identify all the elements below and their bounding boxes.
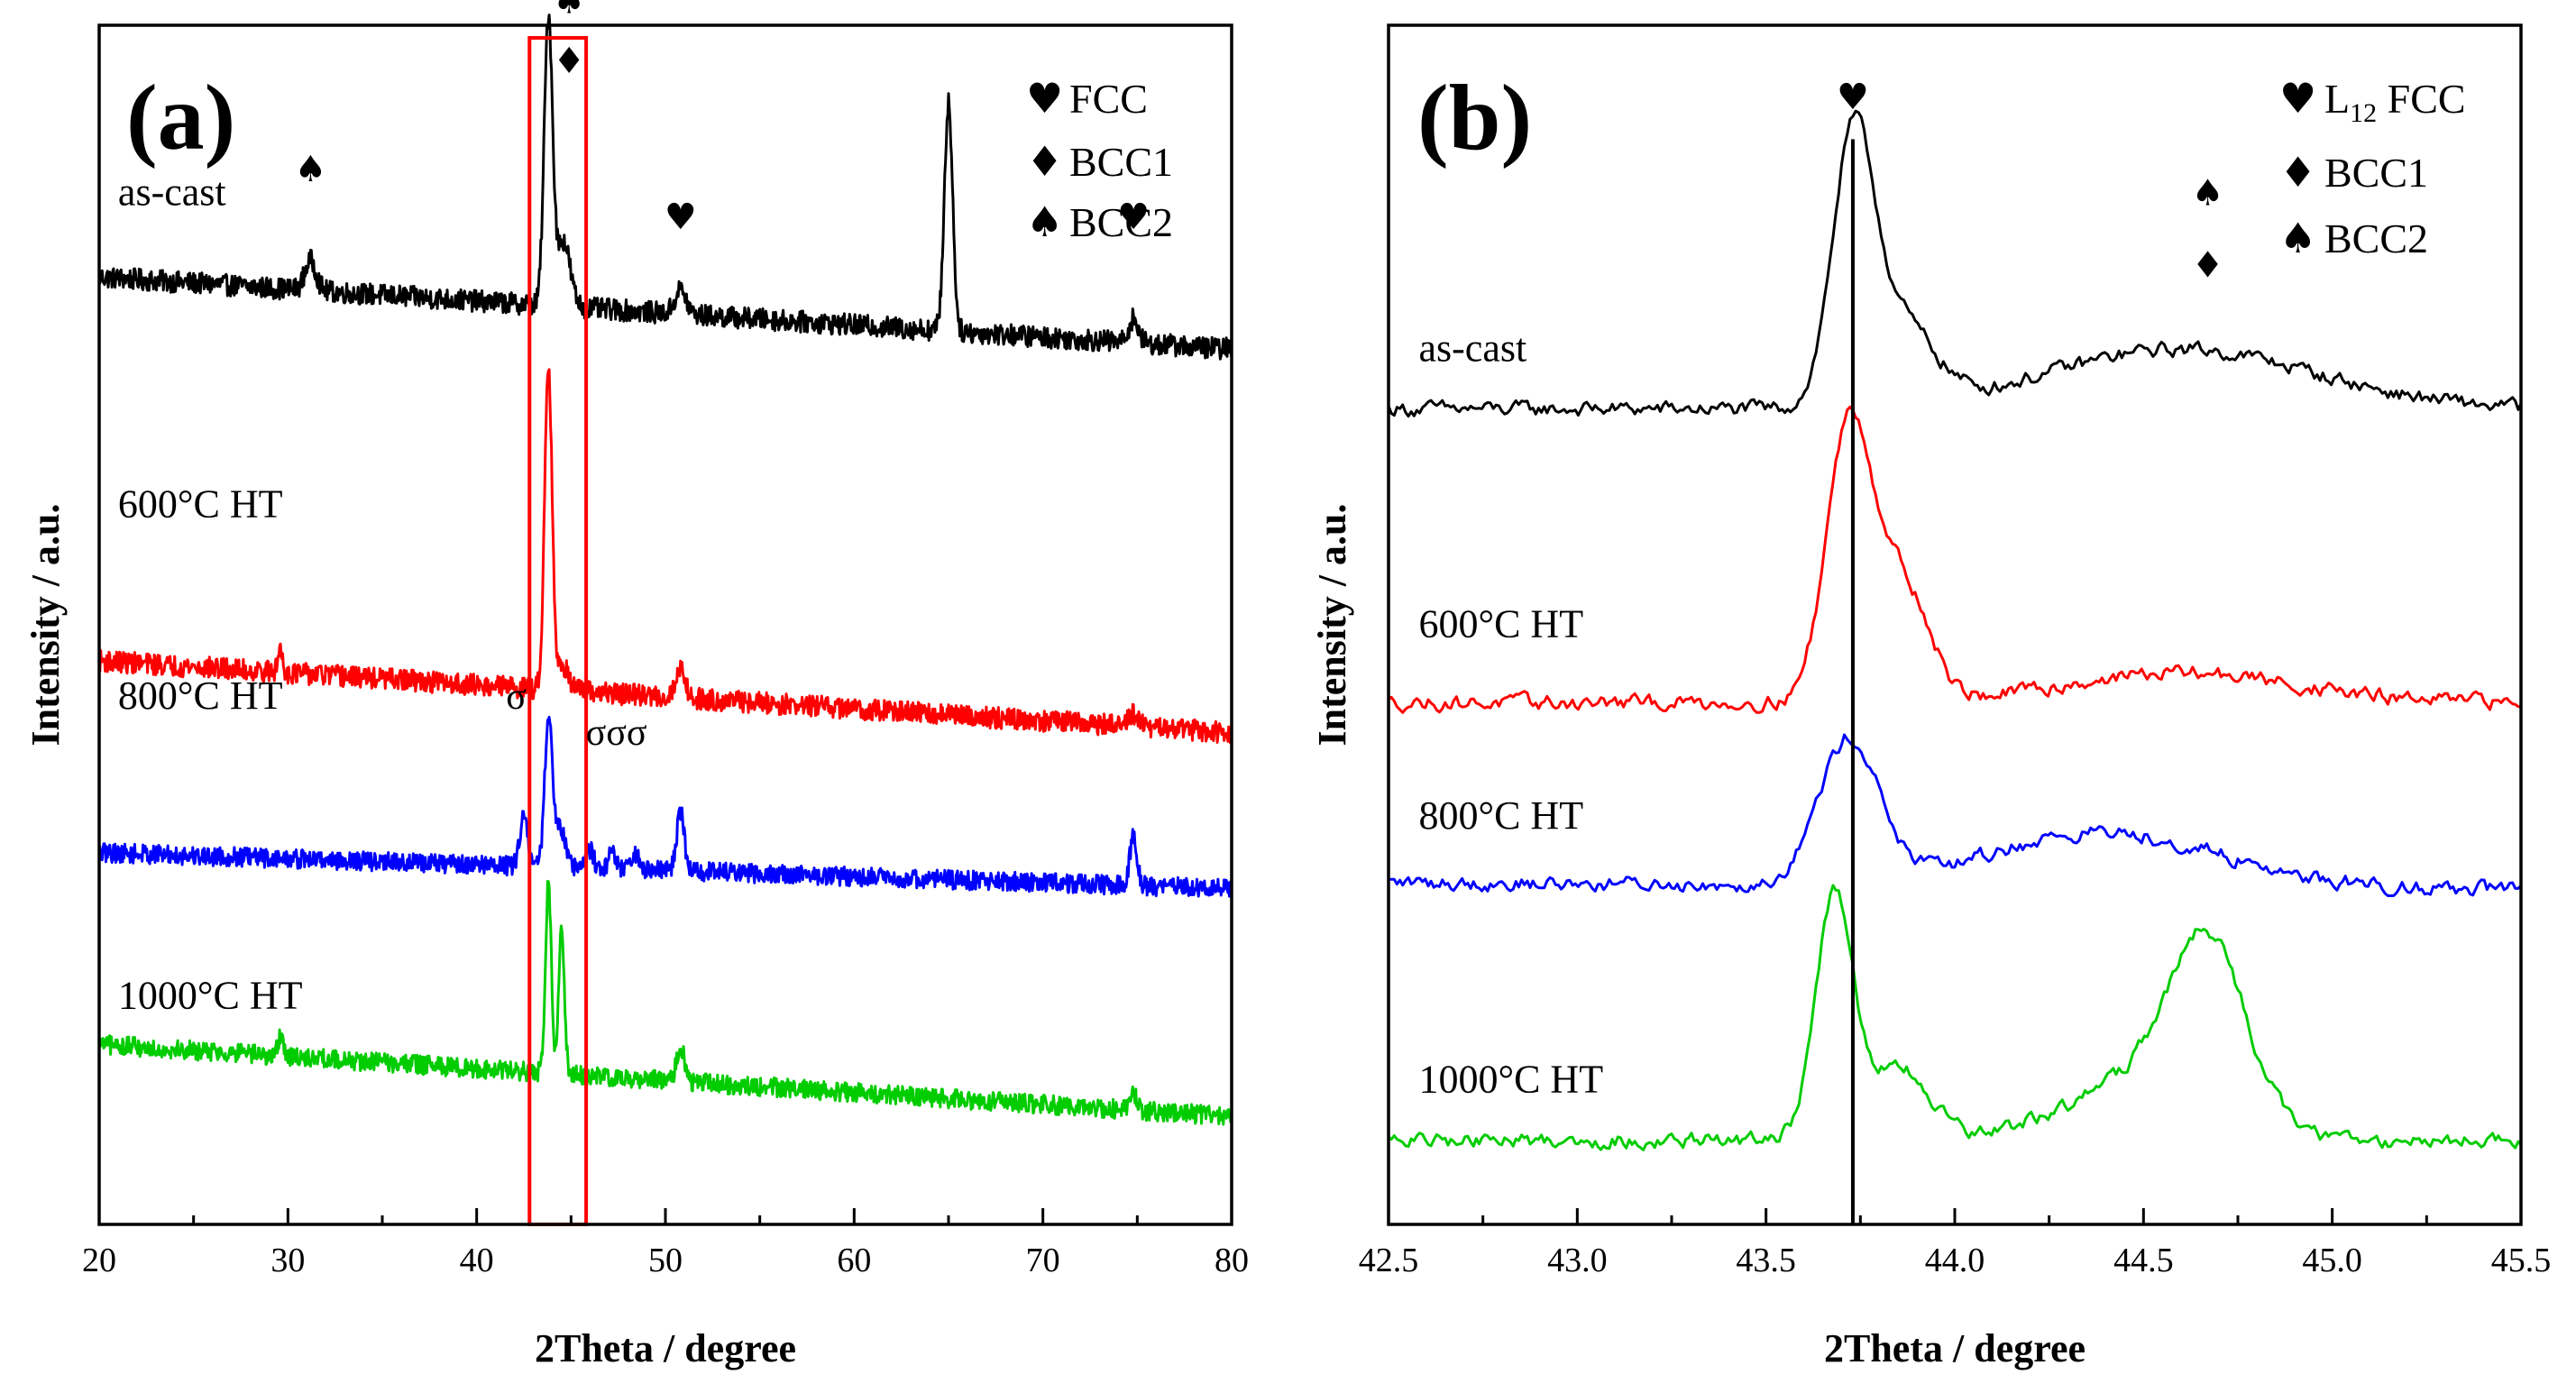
x-tick-label-b-2: 43.5 xyxy=(1736,1242,1796,1279)
panel-a-x-axis-title: 2Theta / degree xyxy=(535,1326,796,1370)
legend-a-heart-icon: ♥ xyxy=(1026,74,1063,123)
x-tick-label-a-3: 50 xyxy=(648,1242,683,1279)
panel-b-y-axis-title: Intensity / a.u. xyxy=(1310,504,1354,747)
x-tick-label-b-1: 43.0 xyxy=(1547,1242,1608,1279)
x-tick-label-b-3: 44.0 xyxy=(1925,1242,1985,1279)
series-label-b-3: 1000°C HT xyxy=(1418,1058,1603,1102)
x-tick-label-a-2: 40 xyxy=(460,1242,494,1279)
x-tick-label-b-0: 42.5 xyxy=(1359,1242,1419,1279)
trace-b-3 xyxy=(1388,733,2523,897)
legend-b-spade-icon: ♠ xyxy=(2279,214,2316,262)
peak-marker-a-9: σσσ xyxy=(586,712,647,754)
trace-a-2 xyxy=(97,368,1233,744)
peak-marker-a-0: ♠ xyxy=(295,149,327,190)
panel-b-annotations: ♥ ♦ ♠ xyxy=(1837,77,2223,286)
legend-b-item-1-sub: 12 xyxy=(2350,98,2377,128)
peak-marker-a-4: ♥ xyxy=(665,197,697,238)
trace-b-1 xyxy=(1387,109,2523,418)
trace-b-2 xyxy=(1388,405,2522,714)
peak-marker-a-3: ♠ xyxy=(553,0,585,23)
trace-b-4 xyxy=(1388,884,2523,1151)
panel-a-label: (a) xyxy=(126,66,235,170)
panel-a-y-axis-title: Intensity / a.u. xyxy=(23,504,68,747)
panel-a-ticks: 20 30 40 50 60 70 80 xyxy=(82,1208,1249,1279)
x-tick-label-b-4: 44.5 xyxy=(2113,1242,2174,1279)
legend-b-diamond-icon: ♦ xyxy=(2279,148,2316,197)
x-tick-label-a-1: 30 xyxy=(270,1242,305,1279)
x-tick-label-b-6: 45.5 xyxy=(2491,1242,2552,1279)
peak-marker-a-2: ♦ xyxy=(553,41,585,82)
legend-a-item-1: FCC xyxy=(1069,76,1148,122)
x-tick-label-b-5: 45.0 xyxy=(2302,1242,2362,1279)
x-tick-label-a-0: 20 xyxy=(82,1242,116,1279)
legend-b-item-2: BCC1 xyxy=(2324,150,2428,196)
panel-b-series-labels: as-cast 600°C HT 800°C HT 1000°C HT xyxy=(1418,325,1603,1101)
series-label-a-3: 1000°C HT xyxy=(118,974,303,1018)
series-label-a-2: 800°C HT xyxy=(118,674,283,718)
peak-marker-a-7: ♥ xyxy=(1117,197,1150,238)
trace-a-1 xyxy=(97,14,1233,361)
series-label-a-1: 600°C HT xyxy=(118,481,283,526)
trace-a-3 xyxy=(97,715,1233,898)
legend-b-item-3: BCC2 xyxy=(2324,215,2428,261)
x-tick-label-a-6: 80 xyxy=(1215,1242,1249,1279)
series-label-a-0: as-cast xyxy=(118,170,226,215)
peak-marker-b-0: ♥ xyxy=(1837,77,1869,118)
panel-b-label: (b) xyxy=(1417,66,1532,170)
legend-b-item-1-rest: FCC xyxy=(2377,76,2465,122)
panel-a-series-labels: as-cast 600°C HT 800°C HT 1000°C HT xyxy=(118,170,303,1018)
panel-b-x-axis-title: 2Theta / degree xyxy=(1824,1326,2086,1370)
panel-b-ticks: 42.5 43.0 43.5 44.0 44.5 45.0 45.5 xyxy=(1359,1208,2552,1279)
legend-b-item-1: L12 FCC xyxy=(2324,76,2466,128)
legend-a-diamond-icon: ♦ xyxy=(1026,137,1063,186)
peak-marker-b-2: ♠ xyxy=(2192,173,2224,215)
panel-b-traces xyxy=(1387,109,2523,1151)
legend-a-spade-icon: ♠ xyxy=(1026,197,1063,246)
trace-a-4 xyxy=(97,879,1233,1126)
peak-marker-b-1: ♦ xyxy=(2192,244,2224,286)
panel-b-legend: ♥ L12 FCC ♦ BCC1 ♠ BCC2 xyxy=(2279,74,2466,262)
panel-a-traces xyxy=(97,14,1233,1126)
series-label-b-1: 600°C HT xyxy=(1418,601,1583,646)
panel-b: ♥ ♦ ♠ as-cast 600°C HT 800°C HT 1000°C HT 42.… xyxy=(1310,23,2552,1370)
legend-b-item-1-main: L xyxy=(2324,76,2350,122)
legend-a-item-2: BCC1 xyxy=(1069,139,1173,185)
panel-a-legend: ♥ FCC ♦ BCC1 ♠ BCC2 xyxy=(1026,74,1173,246)
legend-b-heart-icon: ♥ xyxy=(2279,74,2316,123)
series-label-b-0: as-cast xyxy=(1418,325,1526,370)
legend-a-item-3: BCC2 xyxy=(1069,199,1173,245)
x-tick-label-a-5: 70 xyxy=(1026,1242,1060,1279)
series-label-b-2: 800°C HT xyxy=(1418,793,1583,838)
peak-marker-a-8: σ xyxy=(506,676,527,718)
x-tick-label-a-4: 60 xyxy=(837,1242,871,1279)
panel-a-highlight-box xyxy=(527,36,589,1226)
